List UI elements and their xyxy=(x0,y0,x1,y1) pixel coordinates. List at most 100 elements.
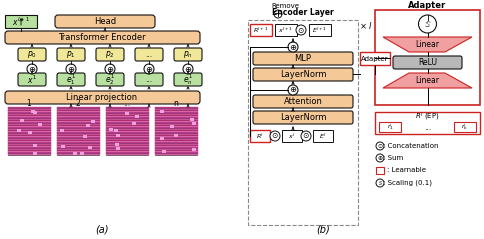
Text: Adapter: Adapter xyxy=(361,55,389,61)
Circle shape xyxy=(288,85,298,95)
Text: : Concatenation: : Concatenation xyxy=(383,143,439,149)
FancyBboxPatch shape xyxy=(135,48,163,61)
Text: LayerNorm: LayerNorm xyxy=(280,113,326,122)
Text: Attention: Attention xyxy=(284,97,322,106)
Text: $\oplus$: $\oplus$ xyxy=(67,65,75,74)
Bar xyxy=(192,148,196,151)
Bar xyxy=(5,15,37,28)
Circle shape xyxy=(27,64,37,74)
Bar xyxy=(38,123,42,126)
Text: $\odot$: $\odot$ xyxy=(297,26,305,34)
Bar xyxy=(17,129,21,132)
Bar xyxy=(155,107,197,155)
Bar xyxy=(375,10,480,105)
Text: $R^l$: $R^l$ xyxy=(256,131,264,141)
Bar xyxy=(33,152,37,155)
Circle shape xyxy=(270,131,280,141)
Bar xyxy=(275,24,297,36)
Text: $\oplus$: $\oplus$ xyxy=(106,65,114,74)
Text: $\oplus$: $\oplus$ xyxy=(289,43,297,51)
Bar xyxy=(88,146,92,149)
Text: Head: Head xyxy=(94,17,116,26)
Circle shape xyxy=(301,131,311,141)
FancyBboxPatch shape xyxy=(18,73,46,86)
Text: Linear projection: Linear projection xyxy=(66,93,137,102)
Text: LayerNorm: LayerNorm xyxy=(280,70,326,79)
FancyBboxPatch shape xyxy=(393,56,462,69)
Bar xyxy=(160,110,164,113)
Text: $R^{l+1}$: $R^{l+1}$ xyxy=(253,25,269,35)
FancyBboxPatch shape xyxy=(57,48,85,61)
Text: $\oplus$: $\oplus$ xyxy=(145,65,153,74)
Text: Adapter: Adapter xyxy=(408,0,447,10)
Bar xyxy=(33,144,37,147)
FancyBboxPatch shape xyxy=(135,73,163,86)
Text: $e_1^1$: $e_1^1$ xyxy=(66,72,76,87)
FancyBboxPatch shape xyxy=(174,73,202,86)
Bar xyxy=(33,111,37,114)
Text: ...: ... xyxy=(145,50,152,59)
Circle shape xyxy=(376,179,384,187)
Bar xyxy=(106,107,148,155)
Bar xyxy=(248,20,358,225)
Circle shape xyxy=(66,64,76,74)
Text: $R^i$ (EP): $R^i$ (EP) xyxy=(415,111,440,123)
Circle shape xyxy=(183,64,193,74)
Bar xyxy=(360,52,390,65)
Bar xyxy=(125,112,129,115)
Text: $\mathbb{S}$: $\mathbb{S}$ xyxy=(424,19,431,29)
Circle shape xyxy=(376,142,384,150)
Text: Linear: Linear xyxy=(415,40,439,49)
Bar xyxy=(31,110,35,113)
Bar xyxy=(250,24,272,36)
Text: : Sum: : Sum xyxy=(383,155,403,161)
Bar xyxy=(379,122,401,132)
FancyBboxPatch shape xyxy=(253,68,353,81)
Bar xyxy=(116,134,120,137)
Text: n: n xyxy=(174,98,179,108)
FancyBboxPatch shape xyxy=(174,48,202,61)
Text: $\odot$: $\odot$ xyxy=(302,131,310,141)
Text: 1: 1 xyxy=(27,98,31,108)
Text: Remove: Remove xyxy=(271,3,299,9)
FancyBboxPatch shape xyxy=(253,111,353,124)
Text: : Learnable: : Learnable xyxy=(387,168,426,174)
Text: $\odot$: $\odot$ xyxy=(271,131,279,141)
Text: $E^{l+1}$: $E^{l+1}$ xyxy=(312,25,328,35)
Bar xyxy=(114,129,118,132)
FancyBboxPatch shape xyxy=(253,95,353,108)
Text: ...: ... xyxy=(123,98,131,108)
Text: $\oplus$: $\oplus$ xyxy=(377,154,383,162)
FancyBboxPatch shape xyxy=(5,31,200,44)
FancyBboxPatch shape xyxy=(253,52,353,65)
Text: Encoder Layer: Encoder Layer xyxy=(272,7,334,16)
FancyBboxPatch shape xyxy=(57,73,85,86)
Bar xyxy=(170,125,174,128)
Text: $x^{l+1}$: $x^{l+1}$ xyxy=(278,25,293,35)
Circle shape xyxy=(419,15,437,33)
Text: Linear: Linear xyxy=(415,76,439,85)
Text: $x^{l+1}$: $x^{l+1}$ xyxy=(12,15,30,28)
Text: $p_1$: $p_1$ xyxy=(66,49,76,60)
Bar xyxy=(83,135,87,138)
Bar xyxy=(28,131,32,134)
Text: $\times\ l$: $\times\ l$ xyxy=(359,20,373,31)
Bar xyxy=(57,107,99,155)
Bar xyxy=(192,122,196,125)
Text: ReLU: ReLU xyxy=(418,58,437,67)
Bar xyxy=(376,167,384,174)
Bar xyxy=(282,130,302,142)
Bar xyxy=(162,150,166,153)
Circle shape xyxy=(144,64,154,74)
Bar xyxy=(115,143,119,146)
Bar xyxy=(60,129,64,132)
Bar xyxy=(80,152,84,155)
Bar xyxy=(375,112,480,134)
Text: ...: ... xyxy=(145,75,152,84)
Polygon shape xyxy=(383,73,472,88)
Text: $r_1^i$: $r_1^i$ xyxy=(387,122,393,132)
Text: $\odot$: $\odot$ xyxy=(377,142,383,150)
Circle shape xyxy=(376,154,384,162)
Text: $E^l$: $E^l$ xyxy=(319,131,327,141)
FancyBboxPatch shape xyxy=(96,48,124,61)
